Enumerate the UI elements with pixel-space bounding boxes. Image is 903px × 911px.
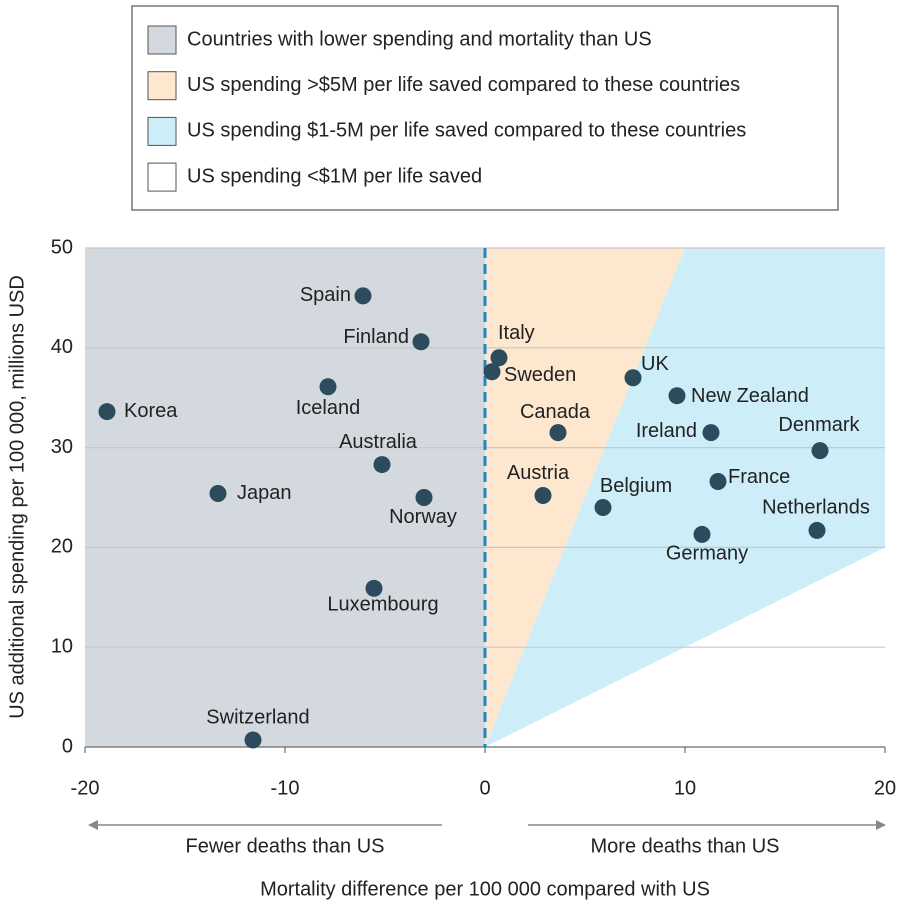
point — [244, 731, 262, 749]
point — [354, 287, 372, 305]
point-label: UK — [641, 353, 669, 375]
point-label: Switzerland — [206, 706, 309, 728]
point-label: Norway — [389, 506, 457, 528]
point — [811, 442, 829, 460]
legend-label: US spending $1-5M per life saved compare… — [187, 120, 746, 142]
region — [485, 248, 885, 747]
point — [594, 498, 612, 516]
x-tick-label: 20 — [874, 777, 896, 799]
point-label: New Zealand — [691, 385, 809, 407]
point — [365, 579, 383, 597]
x-tick-label: -20 — [71, 777, 100, 799]
point — [483, 363, 501, 381]
legend-label: Countries with lower spending and mortal… — [187, 28, 652, 50]
point-label: Germany — [666, 543, 748, 565]
x-tick-label: -10 — [271, 777, 300, 799]
y-tick-label: 50 — [51, 236, 73, 258]
point-label: Japan — [237, 482, 292, 504]
legend-label: US spending >$5M per life saved compared… — [187, 74, 740, 96]
point-label: France — [728, 466, 790, 488]
point — [693, 525, 711, 543]
y-tick-label: 30 — [51, 436, 73, 458]
point-label: Canada — [520, 401, 591, 423]
annotation: Fewer deaths than US — [186, 835, 385, 857]
point-label: Finland — [343, 326, 409, 348]
y-tick-label: 40 — [51, 336, 73, 358]
point — [668, 387, 686, 405]
point-label: Denmark — [778, 414, 860, 436]
annotation: More deaths than US — [591, 835, 780, 857]
point — [319, 378, 337, 396]
point-label: Korea — [124, 400, 178, 422]
point-label: Italy — [498, 322, 535, 344]
point-label: Spain — [300, 284, 351, 306]
legend-swatch — [147, 162, 177, 192]
point-label: Belgium — [600, 475, 672, 497]
legend-label: US spending <$1M per life saved — [187, 165, 482, 187]
point — [98, 403, 116, 421]
point-label: Austria — [507, 462, 570, 484]
point — [702, 424, 720, 442]
point — [534, 487, 552, 505]
point-label: Netherlands — [762, 497, 870, 519]
x-axis-label: Mortality difference per 100 000 compare… — [260, 878, 710, 900]
y-tick-label: 0 — [62, 735, 73, 757]
point-label: Australia — [339, 431, 418, 453]
y-tick-label: 10 — [51, 635, 73, 657]
point-label: Sweden — [504, 364, 576, 386]
arrow-head — [876, 820, 886, 830]
point — [490, 349, 508, 367]
point-label: Ireland — [636, 420, 697, 442]
legend-swatch — [147, 116, 177, 146]
x-tick-label: 0 — [479, 777, 490, 799]
legend-swatch — [147, 71, 177, 101]
point — [709, 473, 727, 491]
point — [373, 456, 391, 474]
arrow-head — [88, 820, 98, 830]
plot-area — [85, 247, 885, 748]
point — [549, 424, 567, 442]
point — [808, 521, 826, 539]
legend-swatch — [147, 25, 177, 55]
legend-box — [131, 5, 839, 211]
point — [415, 489, 433, 506]
point-label: Iceland — [296, 397, 361, 419]
point — [412, 333, 430, 351]
point — [624, 369, 642, 387]
y-axis-label: US additional spending per 100 000, mill… — [6, 275, 28, 719]
point-label: Luxembourg — [327, 594, 438, 616]
point — [209, 485, 227, 503]
x-tick-label: 10 — [674, 777, 696, 799]
y-tick-label: 20 — [51, 536, 73, 558]
